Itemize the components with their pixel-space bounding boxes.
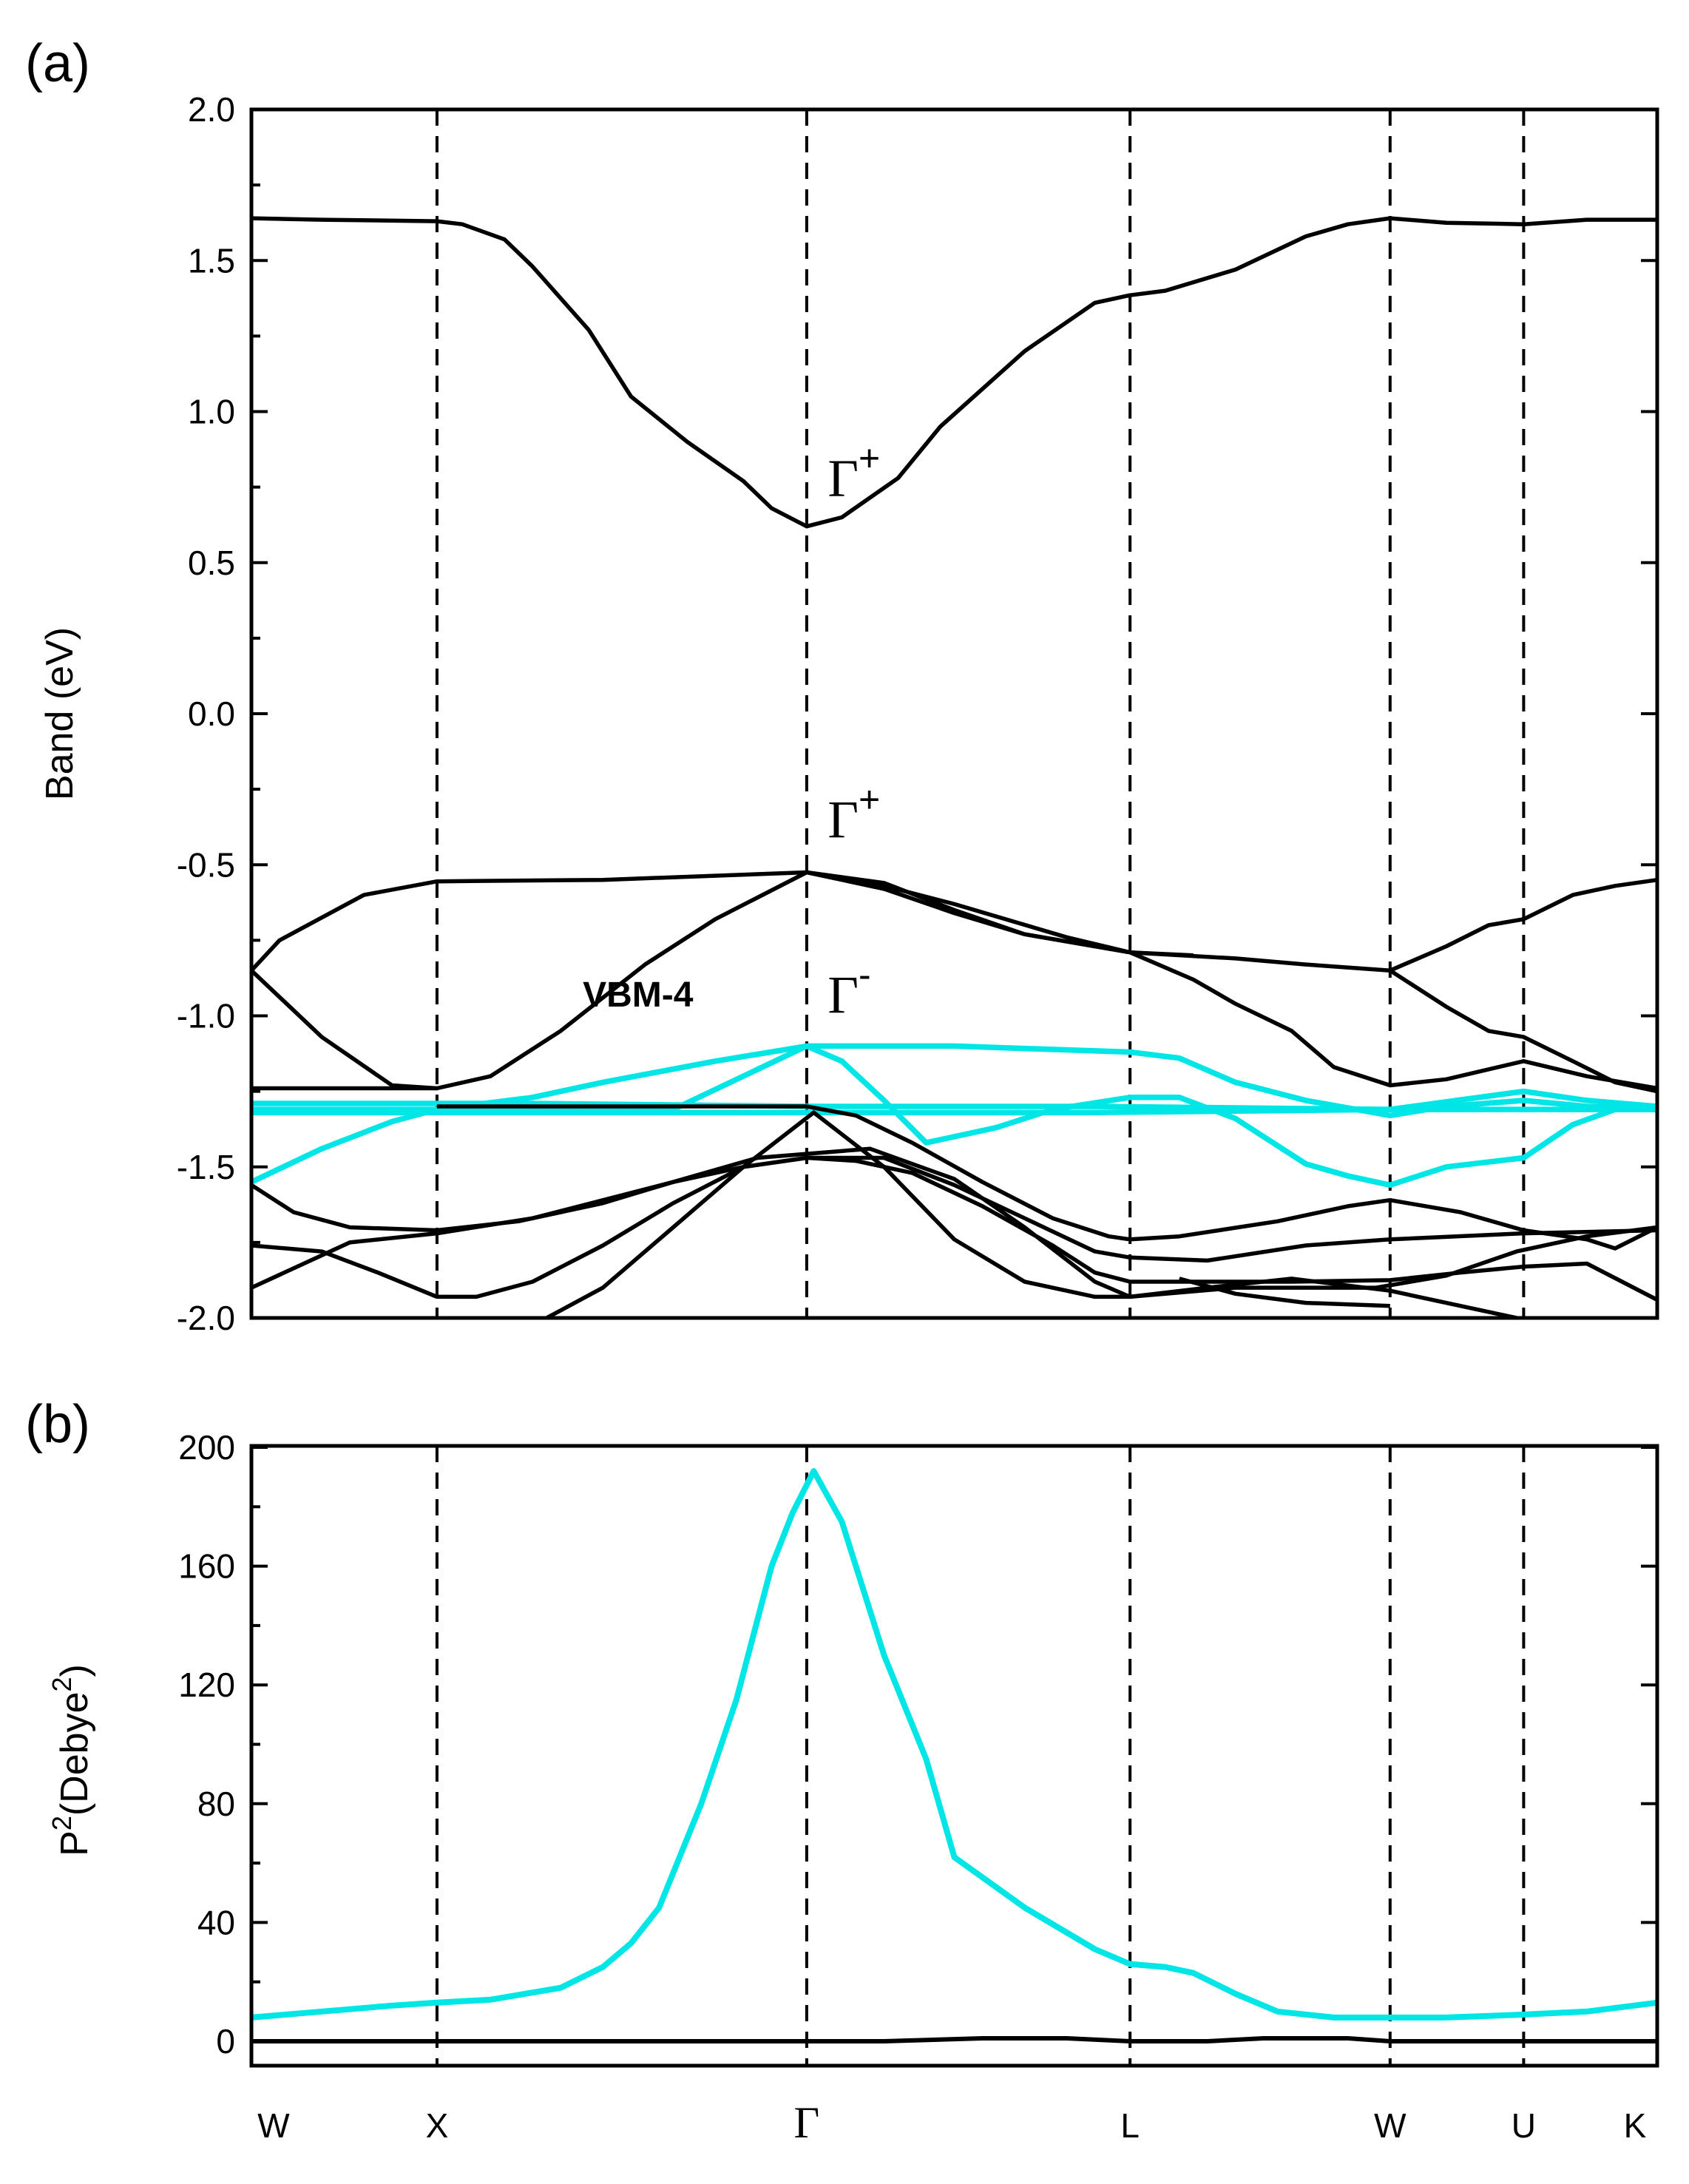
ylabel-sup: 2	[47, 1816, 77, 1830]
ytick-label: -1.5	[177, 1148, 235, 1186]
gamma-symbol: Γ	[827, 448, 859, 507]
ylabel-unit-sup: 2	[47, 1677, 77, 1691]
gamma-sup: +	[859, 779, 880, 820]
panel-b-y-axis-title: P2(Debye2)	[47, 1664, 96, 1856]
panel-b-y-ticks: 200 160 120 80 40 0	[178, 1428, 1657, 2060]
panel-a-y-ticks: 2.0 1.5 1.0 0.5 0.0 -0.5 -1.0 -1.5 -2.0	[177, 90, 1657, 1337]
annotation-gamma-0: Γ+	[827, 437, 880, 507]
ytick-label: 120	[178, 1666, 235, 1704]
xtick-label-K: K	[1624, 2106, 1647, 2145]
ytick-label: 2.0	[188, 90, 235, 129]
series-VB10	[545, 1110, 1517, 1320]
series-VB4	[1389, 968, 1658, 1094]
series-black	[251, 2036, 1657, 2043]
series-VB9	[250, 1146, 1658, 1299]
ytick-label: 80	[197, 1785, 235, 1823]
panel-b-label: (b)	[25, 1395, 90, 1454]
xtick-label-L: L	[1120, 2106, 1140, 2145]
series-VB3	[806, 870, 1658, 1091]
series-cyan	[251, 1468, 1658, 2021]
series-VB8	[251, 1155, 1658, 1299]
xtick-label-U: U	[1512, 2106, 1536, 2145]
ytick-label: 0.0	[188, 694, 235, 733]
series-VBM4_a	[251, 1043, 1658, 1119]
xtick-label-W: W	[257, 2106, 290, 2145]
panel-b-kpoint-dividers	[435, 1446, 1526, 2066]
ytick-label: 0	[216, 2022, 235, 2060]
panel-a-y-axis-title: Band (eV)	[38, 627, 81, 800]
panel-a-kpoint-dividers	[435, 109, 1526, 1318]
panel-a-label: (a)	[25, 34, 90, 93]
ytick-label: 1.5	[188, 241, 235, 280]
series-VBM4_d	[251, 1106, 1657, 1115]
ytick-label: -0.5	[177, 845, 235, 884]
ylabel-base: P	[53, 1830, 96, 1856]
annotation-gamma-1: Γ+	[827, 779, 880, 849]
ytick-label: 200	[178, 1428, 235, 1467]
series-VB1	[249, 870, 1658, 973]
xtick-label-W: W	[1374, 2106, 1407, 2145]
panel-b-y-axis-text: P2(Debye2)	[47, 1664, 96, 1856]
ylabel-unit: (Debye	[53, 1692, 96, 1816]
series-VBM4_b	[250, 1043, 1657, 1189]
gamma-sup: -	[859, 954, 871, 995]
series-VB11	[1178, 1277, 1390, 1308]
panel-a-bands	[249, 216, 1659, 1320]
series-VB2	[250, 870, 1194, 1091]
series-VBM4_c	[251, 1088, 1658, 1112]
panel-a-annotations: Γ+Γ+Γ-VBM-4	[583, 437, 880, 1024]
ytick-label: 1.0	[188, 393, 235, 431]
gamma-symbol: Γ	[827, 965, 859, 1024]
ytick-label: -1.0	[177, 997, 235, 1035]
ylabel-close: )	[53, 1664, 96, 1677]
panel-a-band-structure: (a) 2.01.51.00.50.0-0.5-1.0-1.5-2.0 Γ+Γ+…	[25, 34, 1659, 1337]
panel-b-curves	[251, 1468, 1658, 2043]
ytick-label: -2.0	[177, 1299, 235, 1337]
ytick-label: 40	[197, 1903, 235, 1941]
annotation-gamma-2: Γ-	[827, 954, 870, 1024]
series-CB	[251, 216, 1657, 529]
ytick-label: 160	[178, 1547, 235, 1586]
gamma-sup: +	[859, 437, 880, 479]
ytick-label: 0.5	[188, 544, 235, 582]
panel-a-frame	[249, 107, 1659, 1320]
xtick-label-X: X	[426, 2106, 449, 2145]
annotation-vbm4: VBM-4	[583, 976, 694, 1015]
panel-b-frame	[249, 1444, 1659, 2068]
gamma-symbol: Γ	[827, 790, 859, 849]
xtick-label-gamma: Γ	[794, 2098, 820, 2147]
